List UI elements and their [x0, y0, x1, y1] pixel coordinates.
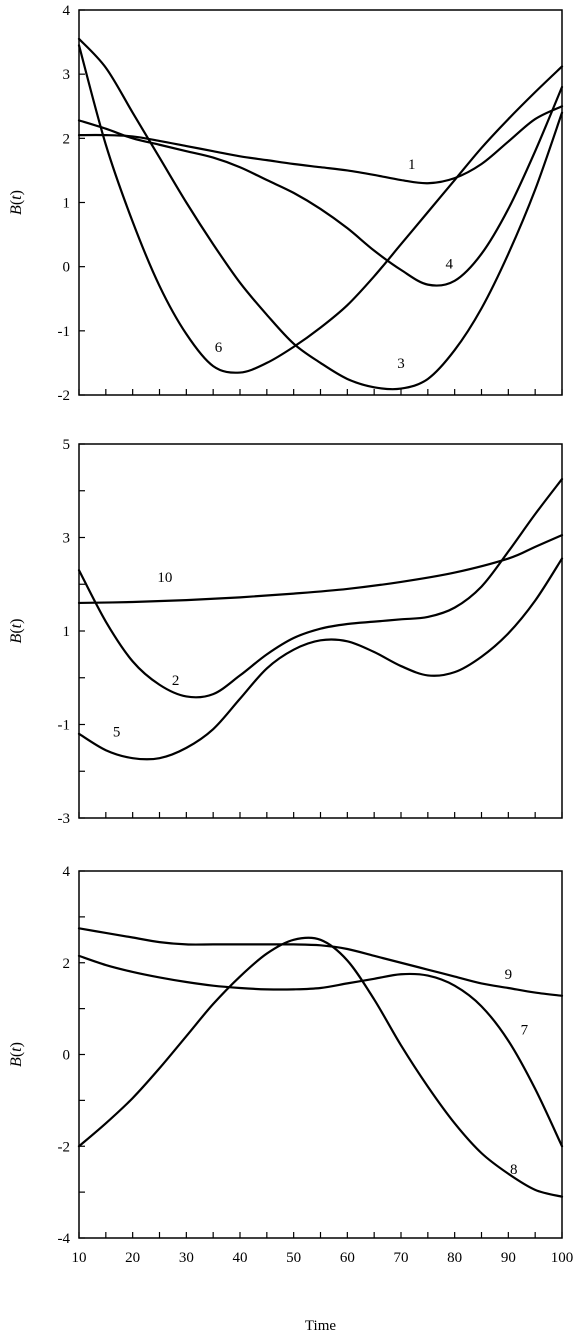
curve-label-4: 4	[446, 256, 454, 272]
series-line-9	[77, 927, 564, 997]
y-tick-label: -1	[58, 324, 71, 340]
series-line-2	[77, 477, 564, 699]
x-tick-label: 40	[233, 1250, 248, 1266]
series-line-3	[77, 37, 564, 391]
curve-label-9: 9	[505, 967, 513, 983]
series-line-5	[77, 557, 564, 761]
curve-label-7: 7	[521, 1022, 529, 1038]
y-tick-label: -3	[58, 811, 71, 827]
panel-2: -3 -1 1 3 5 B(t) 10 2 5	[8, 437, 564, 827]
panel-1: -2 -1 0 1 2 3 4 B(t) 1 4 6 3	[8, 3, 564, 404]
curve-label-6: 6	[215, 340, 223, 356]
y-tick-label: -2	[58, 1139, 71, 1155]
y-tick-label: 4	[63, 3, 71, 19]
x-axis-label: Time	[305, 1318, 336, 1334]
plot-frame	[78, 443, 563, 819]
curve-label-5: 5	[113, 725, 121, 741]
x-tick-label: 100	[551, 1250, 574, 1266]
y-tick-label: -1	[58, 718, 71, 734]
y-axis-label: B(t)	[8, 619, 25, 644]
panel-3: -4 -2 0 2 4 10 20 30 40 50 60 70 80 90 100 Time B(t) 9 7 8	[8, 864, 573, 1334]
y-tick-label: 0	[63, 1048, 71, 1064]
y-axis-label: B(t)	[8, 1042, 25, 1067]
x-tick-label: 30	[179, 1250, 194, 1266]
curve-label-3: 3	[397, 356, 405, 372]
series-line-6	[77, 44, 564, 374]
x-tick-label: 10	[72, 1250, 87, 1266]
x-tick-label: 90	[501, 1250, 516, 1266]
curve-label-10: 10	[157, 570, 172, 586]
y-tick-label: 2	[63, 131, 71, 147]
y-tick-label: 2	[63, 956, 71, 972]
series-line-10	[77, 534, 564, 605]
y-tick-label: 3	[63, 531, 71, 547]
y-tick-label: 1	[63, 624, 71, 640]
curve-label-1: 1	[408, 157, 416, 173]
curve-label-2: 2	[172, 673, 180, 689]
series-line-8	[77, 936, 564, 1198]
y-tick-label: -2	[58, 388, 71, 404]
y-tick-label: 3	[63, 67, 71, 83]
y-tick-label: 4	[63, 864, 71, 880]
y-tick-label: 0	[63, 260, 71, 276]
x-tick-label: 80	[447, 1250, 462, 1266]
y-tick-label: 5	[63, 437, 71, 453]
x-tick-label: 20	[125, 1250, 140, 1266]
x-tick-label: 60	[340, 1250, 355, 1266]
y-tick-label: -4	[58, 1231, 71, 1247]
series-line-1	[77, 105, 564, 185]
x-tick-label: 70	[394, 1250, 409, 1266]
y-tick-label: 1	[63, 196, 71, 212]
series-line-7	[77, 954, 564, 1148]
plot-frame	[78, 9, 563, 396]
x-tick-label: 50	[286, 1250, 301, 1266]
curve-label-8: 8	[510, 1162, 518, 1178]
series-line-4	[77, 85, 564, 287]
y-axis-label: B(t)	[8, 190, 25, 215]
plot-frame	[78, 870, 563, 1239]
